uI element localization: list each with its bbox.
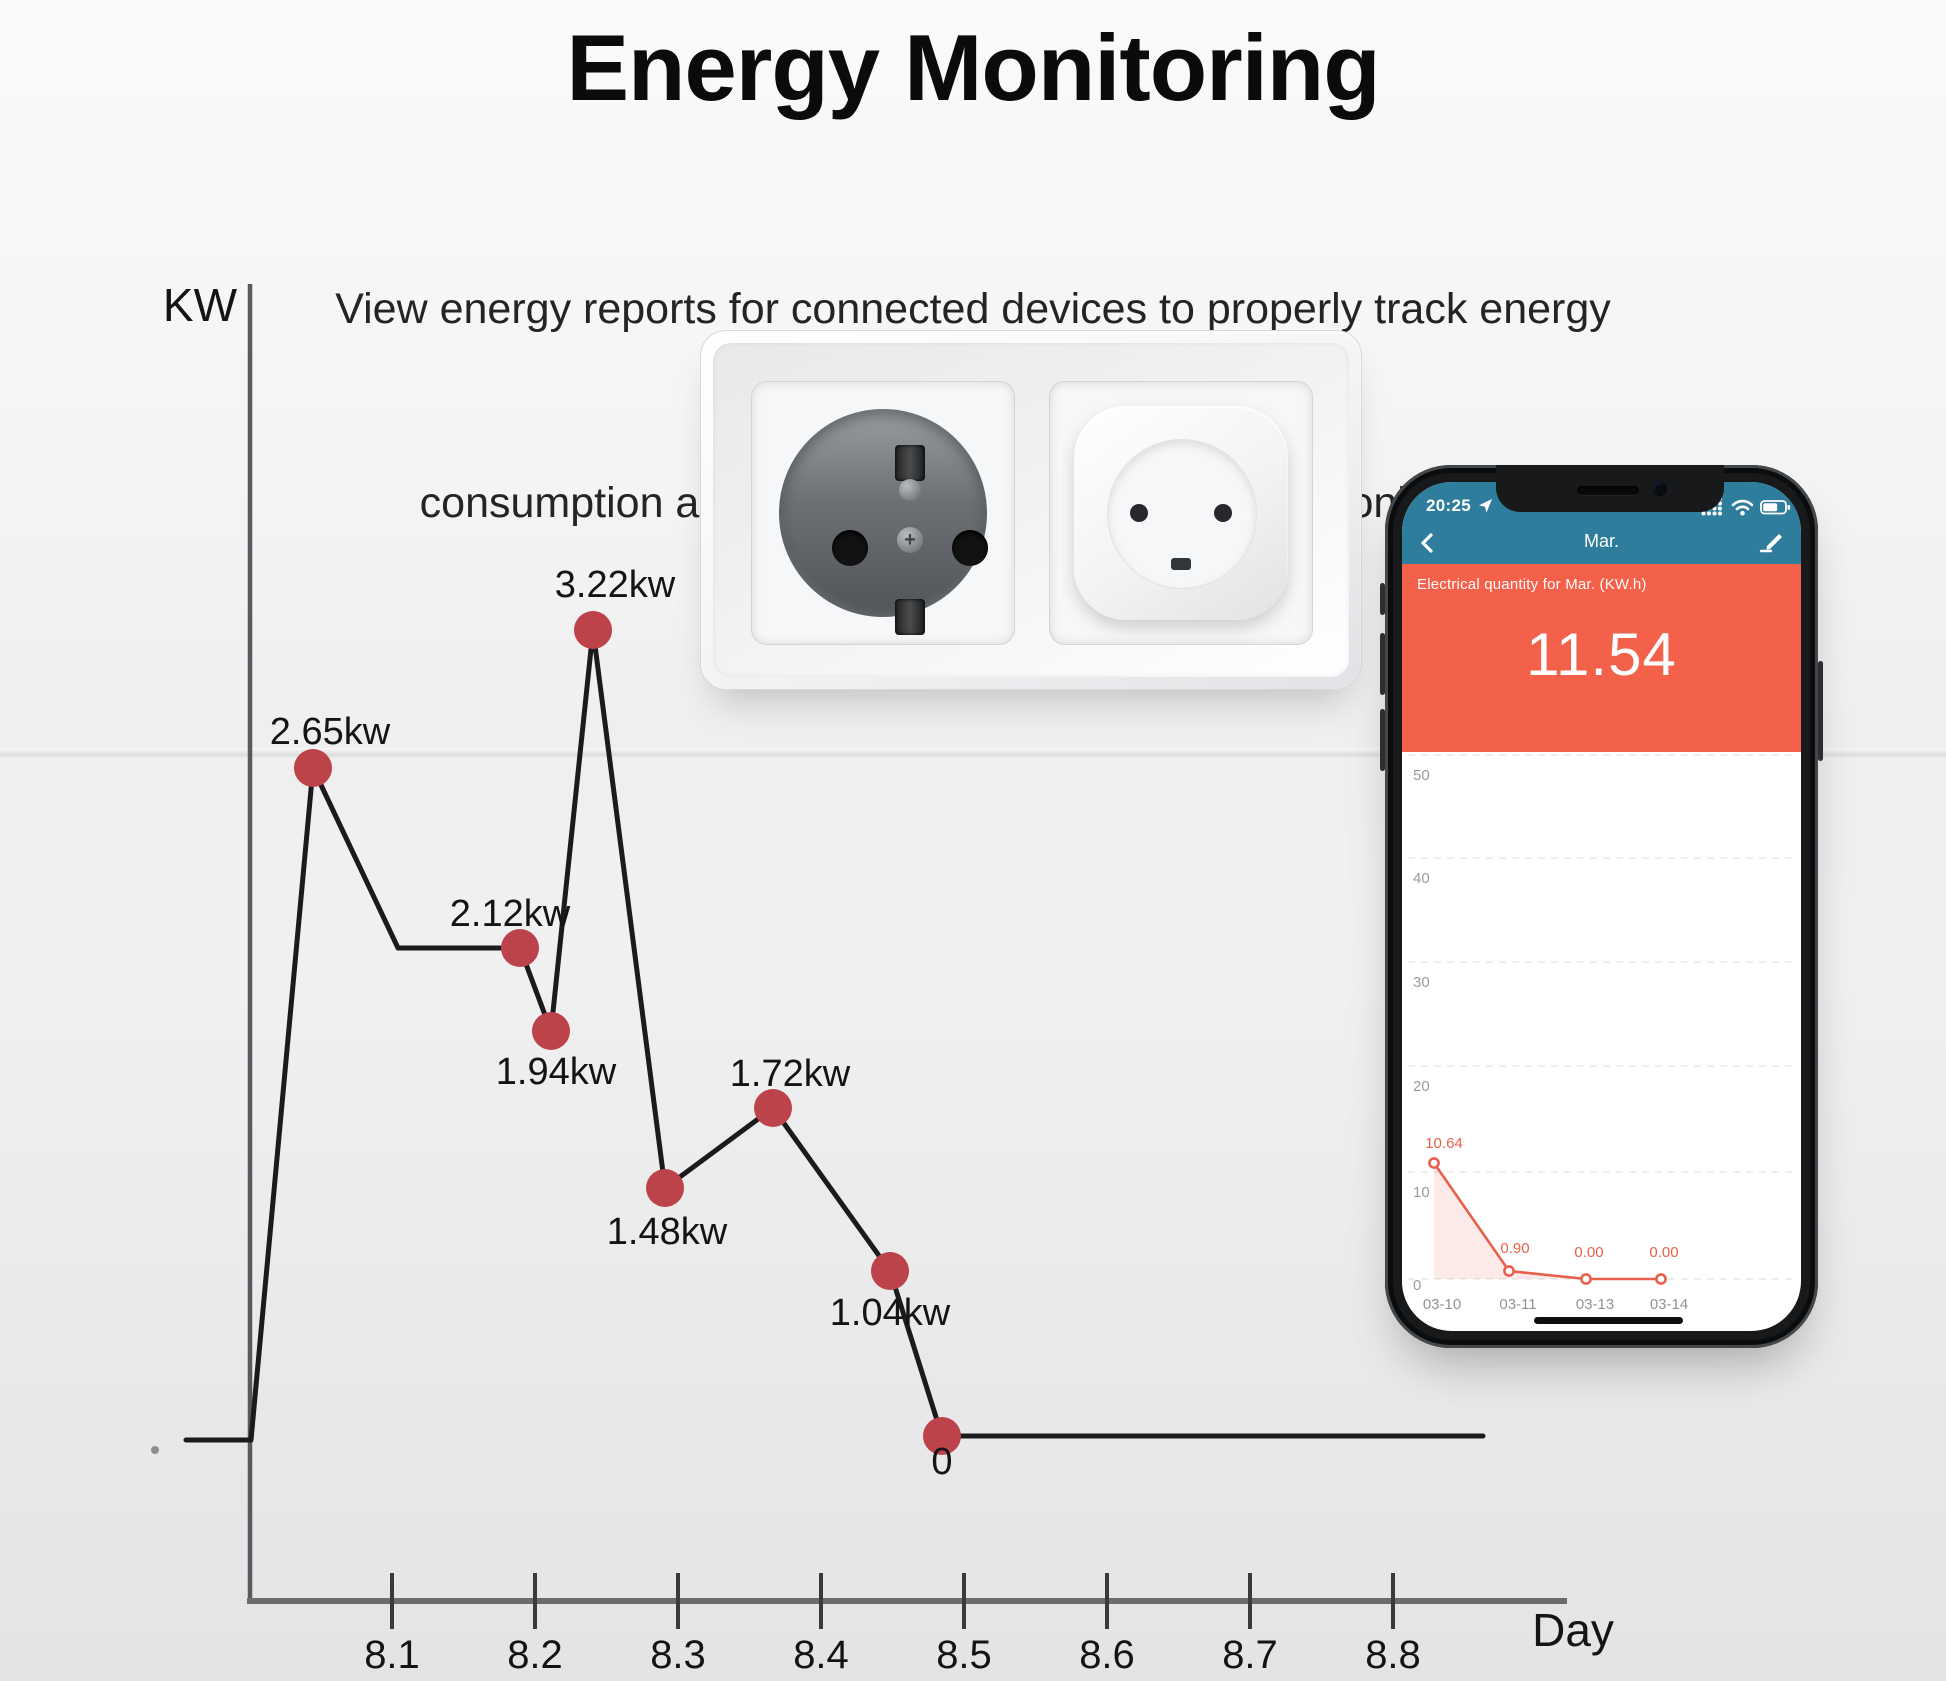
wall-socket-photo: + [700,330,1362,690]
x-tick-label: 8.3 [650,1633,706,1677]
location-arrow-icon [1479,499,1492,513]
data-point [1655,1273,1667,1285]
electrical-quantity-banner: Electrical quantity for Mar. (KW.h) 11.5… [1402,564,1801,752]
phone-nav-title: Mar. [1583,531,1619,551]
power-button [1818,661,1823,761]
x-tick-label: 03-14 [1650,1296,1688,1313]
back-button[interactable] [1416,530,1442,556]
plug-pin-hole-left [1130,504,1148,522]
battery-icon [1760,500,1791,515]
y-tick-label: 0 [1413,1277,1421,1294]
smart-plug [1074,406,1288,620]
notch [1496,465,1724,512]
y-tick-label: 30 [1413,974,1430,991]
point-label: 2.12kw [450,893,571,935]
point-label: 3.22kw [555,564,676,606]
phone-usage-chart: 50 40 30 20 10 0 10.64 0.90 0.00 0.00 03 [1402,752,1799,1329]
data-point [646,1169,684,1207]
data-point [1428,1157,1440,1169]
status-icons [1701,498,1791,516]
point-label: 0 [931,1441,952,1483]
wifi-icon [1731,499,1754,516]
stray-dot [151,1446,159,1454]
plug-bottom-slot [1171,558,1191,570]
banner-total-value: 11.54 [1526,621,1677,688]
status-time: 20:25 [1426,496,1471,515]
value-label: 10.64 [1425,1135,1463,1152]
earth-clip-bottom [895,599,925,635]
pin-hole-left [832,530,868,566]
subtitle-line-1: View energy reports for connected device… [335,285,1611,333]
y-tick-label: 40 [1413,870,1430,887]
x-tick-label: 03-10 [1423,1296,1461,1313]
volume-down-button [1380,709,1385,771]
x-tick-label: 8.7 [1222,1633,1278,1677]
y-tick-label: 10 [1413,1184,1430,1201]
plug-pin-hole-right [1214,504,1232,522]
point-label: 1.48kw [607,1211,728,1253]
value-label: 0.90 [1500,1240,1529,1257]
data-point [754,1089,792,1127]
point-label: 2.65kw [270,711,391,753]
data-point [574,611,612,649]
data-point [532,1012,570,1050]
point-label: 1.72kw [730,1053,851,1095]
socket-left: + [751,381,1015,645]
page-title: Energy Monitoring [566,15,1380,120]
app-header: 20:25 [1402,482,1801,564]
home-indicator[interactable] [1534,1317,1683,1324]
point-label: 1.94kw [496,1051,617,1093]
data-point [871,1252,909,1290]
data-point [923,1417,961,1455]
x-tick-label: 03-13 [1576,1296,1614,1313]
point-label: 1.04kw [830,1292,951,1334]
socket-recess: + [779,409,988,635]
volume-up-button [1380,633,1385,695]
mute-switch [1380,583,1385,615]
data-point-dots [294,611,961,1455]
back-chevron-icon [1421,533,1433,553]
x-tick-label: 8.1 [364,1633,420,1677]
x-tick-label: 8.8 [1365,1633,1421,1677]
x-tick-label: 8.6 [1079,1633,1135,1677]
x-axis-ticks [390,1573,1395,1629]
wall-seam [0,748,1946,758]
x-tick-label: 8.2 [507,1633,563,1677]
y-tick-label: 20 [1413,1078,1430,1095]
smartphone: 20:25 [1380,465,1823,1348]
x-axis-label: Day [1532,1604,1614,1656]
pencil-icon [1759,534,1782,553]
usage-markers [1428,1157,1667,1285]
front-camera-icon [1652,481,1667,496]
screw-icon [899,479,921,501]
energy-polyline [183,627,1486,1443]
nav-bar: Mar. [1402,524,1801,564]
x-tick-label: 8.5 [936,1633,992,1677]
data-point [1503,1265,1515,1277]
value-label: 0.00 [1649,1244,1678,1261]
usage-polyline [1432,1162,1661,1281]
edit-button[interactable] [1757,528,1785,556]
x-tick-label: 03-11 [1499,1296,1536,1313]
data-point [1580,1273,1592,1285]
data-point [294,749,332,787]
value-label: 0.00 [1574,1244,1603,1261]
y-tick-label: 50 [1413,767,1430,784]
y-axis-label: KW [163,279,238,331]
status-bar: 20:25 [1402,488,1801,524]
phone-screen: 20:25 [1402,482,1801,1331]
earth-clip-top [895,445,925,481]
area-fill [1434,1163,1661,1279]
socket-right [1049,381,1313,645]
gridlines [1408,754,1794,1280]
pin-hole-right [952,530,988,566]
x-tick-label: 8.4 [793,1633,849,1677]
screw-icon: + [897,527,923,553]
banner-label: Electrical quantity for Mar. (KW.h) [1417,576,1647,593]
speaker-grille [1577,486,1639,496]
data-point [501,929,539,967]
